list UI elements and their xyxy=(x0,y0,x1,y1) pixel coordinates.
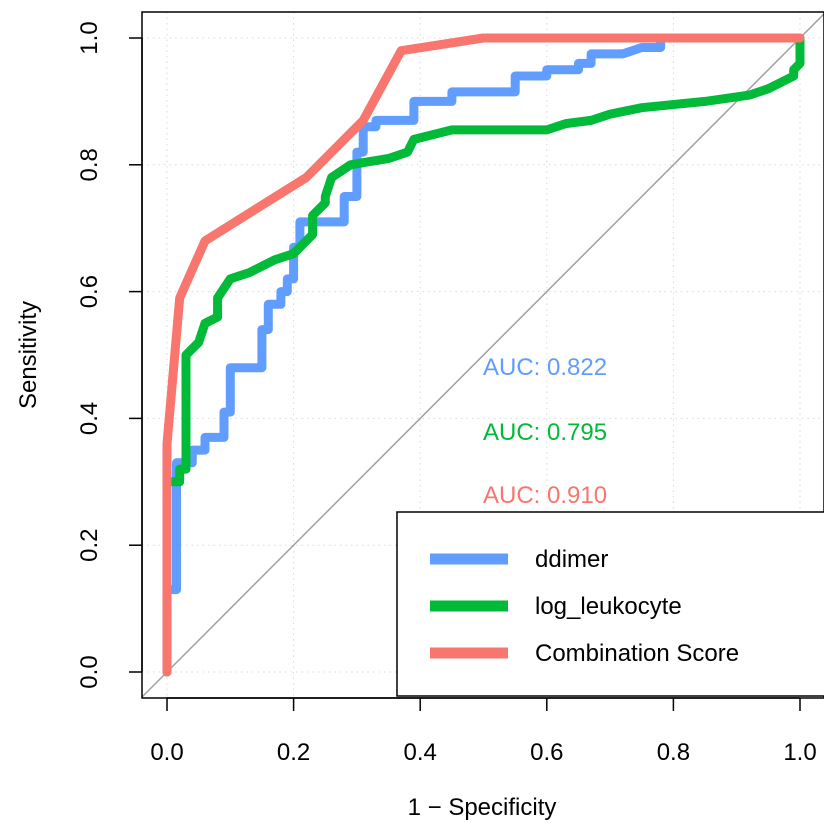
y-axis: 0.0 0.2 0.4 0.6 0.8 1.0 xyxy=(76,21,143,689)
x-tick-label: 0.6 xyxy=(530,739,563,766)
auc-label-combination: AUC: 0.910 xyxy=(483,482,607,509)
y-tick-label: 0.0 xyxy=(76,655,103,688)
y-tick-label: 0.8 xyxy=(76,148,103,181)
x-tick-label: 1.0 xyxy=(783,739,816,766)
y-axis-title: Sensitivity xyxy=(15,301,42,409)
legend: ddimer log_leukocyte Combination Score xyxy=(396,511,824,697)
series-line-ddimer xyxy=(162,33,805,677)
series-line-combination-score xyxy=(162,33,805,677)
x-axis: 0.0 0.2 0.4 0.6 0.8 1.0 xyxy=(150,697,817,766)
diagonal-reference-line xyxy=(141,12,824,698)
x-tick-label: 0.2 xyxy=(277,739,310,766)
x-tick-label: 0.0 xyxy=(150,739,183,766)
x-axis-title: 1 − Specificity xyxy=(408,794,557,821)
y-tick-label: 0.6 xyxy=(76,275,103,308)
legend-label-combination: Combination Score xyxy=(535,640,739,667)
x-tick-label: 0.8 xyxy=(657,739,690,766)
series-lines xyxy=(162,33,805,677)
auc-label-log-leukocyte: AUC: 0.795 xyxy=(483,419,607,446)
y-tick-label: 0.2 xyxy=(76,529,103,562)
legend-label-ddimer: ddimer xyxy=(535,546,608,573)
x-tick-label: 0.4 xyxy=(404,739,437,766)
legend-label-log-leukocyte: log_leukocyte xyxy=(535,593,682,620)
auc-label-ddimer: AUC: 0.822 xyxy=(483,354,607,381)
y-tick-label: 0.4 xyxy=(76,402,103,435)
series-line-log-leukocyte xyxy=(162,33,805,677)
y-tick-label: 1.0 xyxy=(76,21,103,54)
